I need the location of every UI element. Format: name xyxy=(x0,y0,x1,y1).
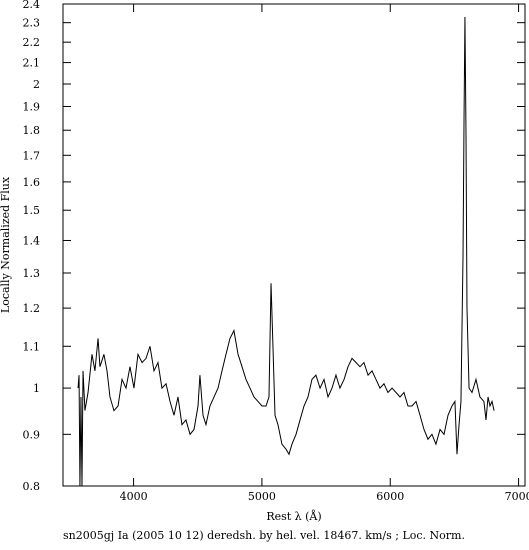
caption: sn2005gj Ia (2005 10 12) deredsh. by hel… xyxy=(63,529,465,542)
y-tick-label: 2 xyxy=(33,78,40,91)
y-tick-label: 1.6 xyxy=(23,176,41,189)
y-tick-label: 2.3 xyxy=(23,17,41,30)
y-tick-label: 1.8 xyxy=(23,124,41,137)
x-axis-title: Rest λ (Å) xyxy=(266,509,321,523)
x-tick-label: 7000 xyxy=(505,490,529,503)
x-tick-label: 6000 xyxy=(376,490,404,503)
y-tick-label: 1.3 xyxy=(23,267,41,280)
y-tick-label: 2.2 xyxy=(23,36,41,49)
y-tick-label: 0.9 xyxy=(23,428,41,441)
y-tick-label: 1.7 xyxy=(23,149,41,162)
y-tick-label: 1 xyxy=(33,382,40,395)
y-tick-label: 0.8 xyxy=(23,480,41,493)
y-tick-label: 1.2 xyxy=(23,302,41,315)
y-axis-title: Locally Normalized Flux xyxy=(0,176,12,313)
x-tick-label: 4000 xyxy=(120,490,148,503)
y-tick-label: 1.9 xyxy=(23,100,41,113)
y-tick-label: 2.1 xyxy=(23,57,41,70)
y-tick-label: 1.4 xyxy=(23,234,41,247)
y-tick-label: 1.5 xyxy=(23,204,41,217)
y-tick-label: 1.1 xyxy=(23,340,41,353)
x-tick-label: 5000 xyxy=(248,490,276,503)
plot-frame xyxy=(62,3,526,487)
y-tick-label: 2.4 xyxy=(23,0,41,11)
spectrum-line xyxy=(77,16,495,487)
